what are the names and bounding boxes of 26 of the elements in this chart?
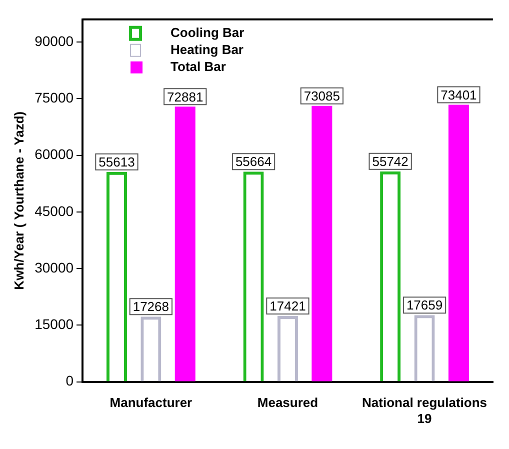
bar xyxy=(448,104,469,382)
data-label: 17421 xyxy=(270,298,306,314)
data-label: 73085 xyxy=(304,88,340,104)
data-label: 73401 xyxy=(440,87,477,102)
y-tick-label: 0 xyxy=(66,372,74,389)
y-axis-title: Kwh/Year ( Yourthane - Yazd) xyxy=(11,111,26,290)
y-tick-label: 60000 xyxy=(34,146,74,162)
x-tick-label: Measured xyxy=(257,395,318,410)
legend-label: Cooling Bar xyxy=(170,24,244,40)
legend-label: Total Bar xyxy=(170,58,226,74)
data-label: 55664 xyxy=(235,154,272,170)
x-tick-label: National regulations 19 xyxy=(362,395,488,426)
legend-label: Heating Bar xyxy=(170,42,244,57)
data-label: 55613 xyxy=(98,154,135,170)
y-tick-label: 30000 xyxy=(34,259,74,276)
y-tick-label: 45000 xyxy=(34,202,74,219)
y-tick-label: 90000 xyxy=(34,32,74,49)
data-label: 17268 xyxy=(132,299,170,314)
x-tick-label: Manufacturer xyxy=(110,395,192,410)
bar xyxy=(312,106,332,382)
data-label: 72881 xyxy=(167,89,204,104)
y-tick-label: 75000 xyxy=(34,90,74,106)
y-tick-label: 15000 xyxy=(34,316,74,332)
bar xyxy=(174,106,196,382)
data-label: 55742 xyxy=(372,154,408,169)
data-label: 17659 xyxy=(406,298,443,313)
